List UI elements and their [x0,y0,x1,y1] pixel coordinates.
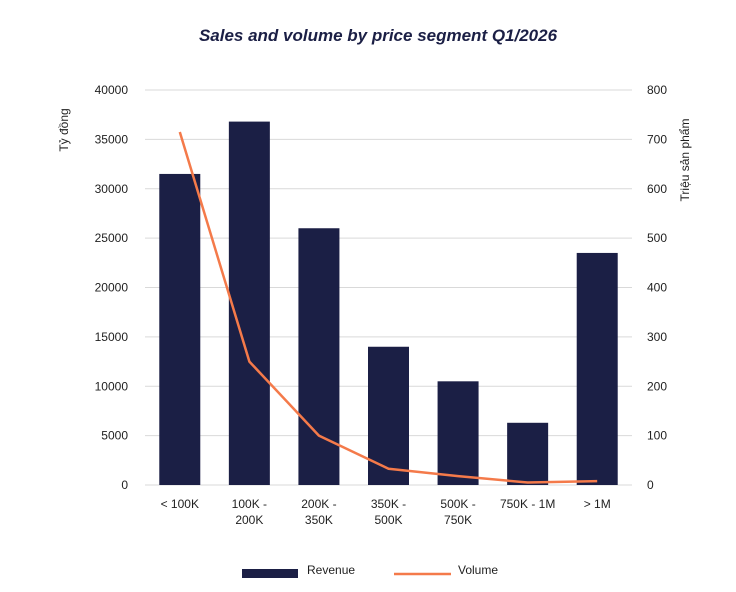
revenue-bar [576,252,618,485]
right-axis-ticks: 0 100 200 300 400 500 600 700 800 [647,83,667,492]
x-tick-label: < 100K [161,497,199,511]
volume-line [178,131,598,484]
right-tick-label: 400 [647,281,667,295]
legend-volume-label: Volume [458,563,498,577]
legend-revenue-swatch [242,569,298,578]
legend: Revenue Volume [242,563,498,578]
left-tick-label: 20000 [95,281,129,295]
right-tick-label: 200 [647,379,667,393]
right-tick-label: 600 [647,182,667,196]
chart-title: Sales and volume by price segment Q1/202… [199,26,558,45]
x-tick-label: 200K -350K [301,497,336,527]
left-tick-label: 30000 [95,182,129,196]
left-tick-label: 35000 [95,132,129,146]
volume-line-group [178,131,598,484]
left-tick-label: 25000 [95,231,129,245]
revenue-bar [368,346,409,485]
revenue-bar [298,228,340,485]
right-tick-label: 700 [647,132,667,146]
left-axis-title: Tỷ đồng [57,108,71,151]
legend-revenue-label: Revenue [307,563,355,577]
revenue-bar [228,121,270,485]
revenue-bars [159,121,618,485]
revenue-bar [507,422,549,485]
right-axis-title: Triệu sản phẩm [678,119,692,202]
left-tick-label: 15000 [95,330,129,344]
x-tick-label: 750K - 1M [500,497,555,511]
x-tick-label: 100K -200K [232,497,267,527]
revenue-bar [437,381,479,485]
right-tick-label: 300 [647,330,667,344]
right-tick-label: 500 [647,231,667,245]
right-tick-label: 0 [647,478,654,492]
right-tick-label: 800 [647,83,667,97]
left-axis-ticks: 0 5000 10000 15000 20000 25000 30000 35000 40000 [95,83,129,492]
left-tick-label: 5000 [101,429,128,443]
x-tick-label: 500K -750K [440,497,475,527]
x-axis-ticks: < 100K 100K -200K 200K -350K 350K -500K 500K… [161,497,611,527]
revenue-bar [159,173,201,485]
left-tick-label: 10000 [95,379,129,393]
x-tick-label: 350K -500K [371,497,406,527]
right-tick-label: 100 [647,429,667,443]
left-tick-label: 0 [121,478,128,492]
left-tick-label: 40000 [95,83,129,97]
x-tick-label: > 1M [584,497,611,511]
